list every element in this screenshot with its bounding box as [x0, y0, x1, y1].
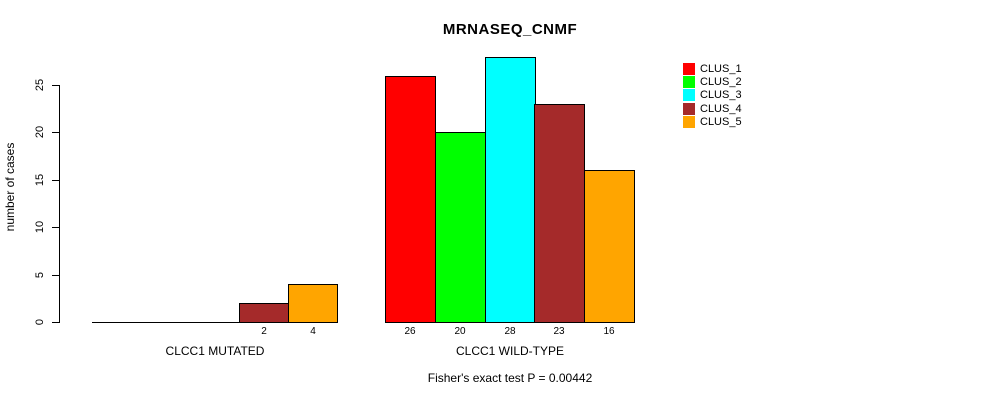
y-axis-tick-label: 15: [34, 173, 46, 187]
bar-clus_2: [435, 132, 486, 323]
fisher-test-annotation: Fisher's exact test P = 0.00442: [427, 371, 593, 385]
y-axis-tick: [52, 180, 59, 181]
legend-swatch-clus_4: [683, 103, 695, 115]
legend-label-clus_5: CLUS_5: [700, 116, 742, 128]
y-axis-tick-label: 20: [34, 125, 46, 139]
bar-clus_4: [534, 104, 585, 323]
bar-clus_5: [288, 284, 338, 323]
legend-label-clus_4: CLUS_4: [700, 103, 742, 115]
bar-clus_5: [584, 170, 635, 323]
group-baseline: [92, 322, 337, 323]
y-axis-line: [59, 85, 60, 323]
chart-title: MRNASEQ_CNMF: [442, 21, 578, 38]
y-axis-tick-label: 0: [34, 318, 46, 326]
y-axis-label: number of cases: [3, 142, 17, 232]
bar-value-label: 20: [454, 326, 466, 337]
y-axis-tick: [52, 227, 59, 228]
legend-swatch-clus_5: [683, 116, 695, 128]
bar-clus_4: [239, 303, 289, 323]
legend-swatch-clus_2: [683, 76, 695, 88]
x-axis-group-label: CLCC1 MUTATED: [165, 344, 265, 358]
x-axis-group-label: CLCC1 WILD-TYPE: [455, 344, 565, 358]
y-axis-tick-label: 5: [34, 271, 46, 279]
bar-value-label: 16: [603, 326, 615, 337]
bar-value-label: 23: [553, 326, 565, 337]
legend-label-clus_3: CLUS_3: [700, 89, 742, 101]
y-axis-tick: [52, 85, 59, 86]
legend-swatch-clus_3: [683, 89, 695, 101]
bar-value-label: 26: [404, 326, 416, 337]
y-axis-tick: [52, 322, 59, 323]
bar-value-label: 2: [261, 326, 267, 337]
y-axis-tick: [52, 132, 59, 133]
y-axis-tick: [52, 275, 59, 276]
bar-clus_1: [385, 76, 436, 323]
bar-clus_3: [485, 57, 536, 323]
y-axis-tick-label: 25: [34, 78, 46, 92]
legend-label-clus_1: CLUS_1: [700, 63, 742, 75]
y-axis-tick-label: 10: [34, 220, 46, 234]
bar-value-label: 4: [310, 326, 316, 337]
legend-swatch-clus_1: [683, 63, 695, 75]
legend-label-clus_2: CLUS_2: [700, 76, 742, 88]
bar-value-label: 28: [504, 326, 516, 337]
